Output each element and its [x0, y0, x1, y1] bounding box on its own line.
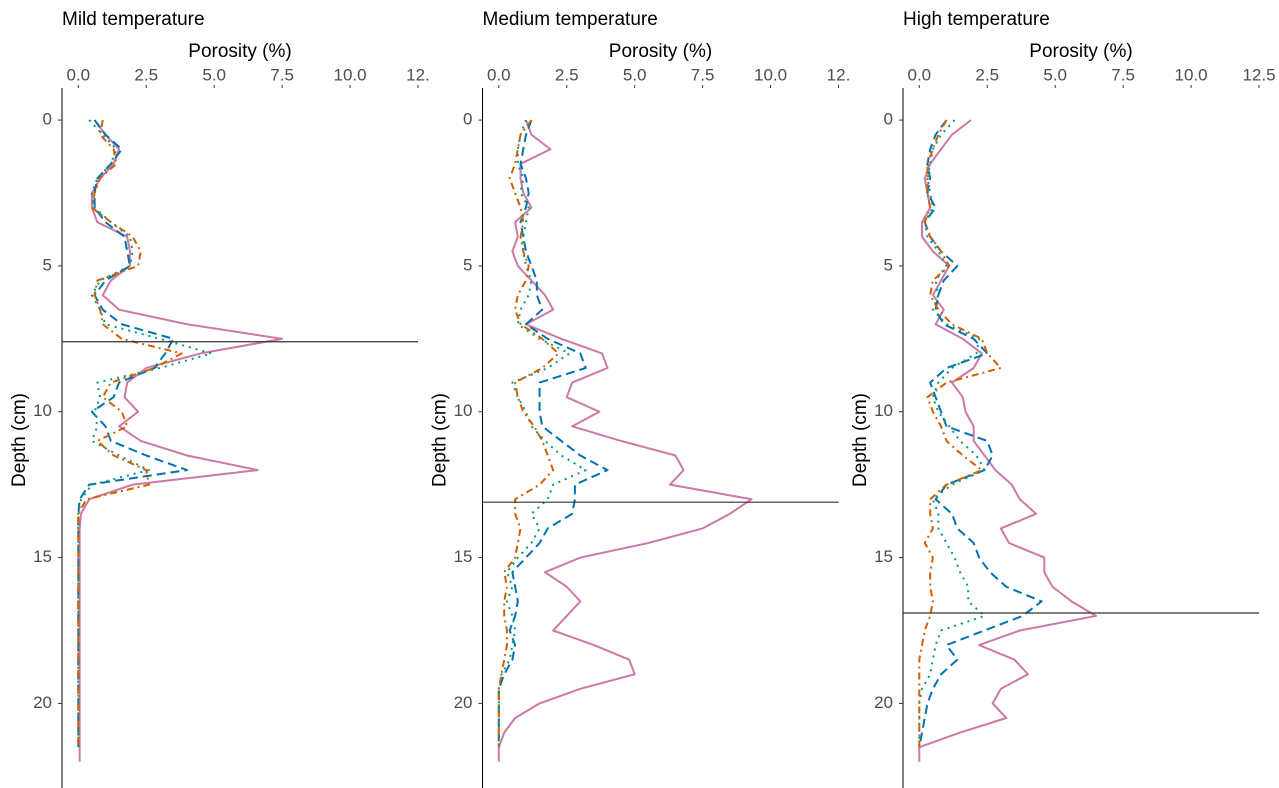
y-tick-label: 5 — [463, 255, 472, 274]
y-axis-label: Depth (cm) — [9, 393, 30, 487]
porosity-line — [918, 119, 1043, 748]
x-tick-label: 7.5 — [691, 65, 715, 84]
x-tick-label: 0.0 — [487, 65, 511, 84]
x-tick-label: 12. — [827, 65, 851, 84]
x-axis-label: Porosity (%) — [609, 41, 712, 62]
porosity-line — [497, 119, 560, 748]
y-tick-label: 5 — [884, 255, 893, 274]
porosity-line — [497, 119, 587, 748]
panel-title: High temperature — [903, 9, 1050, 30]
x-tick-label: 10.0 — [754, 65, 787, 84]
x-tick-label: 2.5 — [134, 65, 158, 84]
porosity-line — [918, 119, 1002, 748]
x-tick-label: 5.0 — [1043, 65, 1067, 84]
panel-title: Medium temperature — [483, 9, 658, 30]
y-tick-label: 10 — [454, 401, 473, 420]
x-tick-label: 5.0 — [623, 65, 647, 84]
y-axis-label: Depth (cm) — [850, 393, 871, 487]
porosity-line — [918, 119, 1097, 762]
panel-title: Mild temperature — [62, 9, 205, 30]
x-tick-label: 2.5 — [555, 65, 579, 84]
porosity-line — [497, 119, 753, 762]
y-axis-label: Depth (cm) — [430, 393, 451, 487]
x-axis-label: Porosity (%) — [188, 41, 291, 62]
x-tick-label: 5.0 — [202, 65, 226, 84]
x-tick-label: 10.0 — [334, 65, 367, 84]
x-tick-label: 7.5 — [1111, 65, 1135, 84]
y-tick-label: 10 — [33, 401, 52, 420]
x-tick-label: 10.0 — [1175, 65, 1208, 84]
y-tick-label: 20 — [33, 693, 52, 712]
porosity-line — [78, 119, 284, 762]
y-tick-label: 0 — [43, 110, 52, 129]
x-axis-label: Porosity (%) — [1029, 41, 1132, 62]
y-tick-label: 20 — [454, 693, 473, 712]
x-tick-label: 12.5 — [1242, 65, 1275, 84]
y-tick-label: 10 — [874, 401, 893, 420]
porosity-line — [497, 119, 609, 748]
y-tick-label: 15 — [33, 547, 52, 566]
x-tick-label: 7.5 — [270, 65, 294, 84]
y-tick-label: 15 — [874, 547, 893, 566]
y-tick-label: 5 — [43, 255, 52, 274]
y-tick-label: 0 — [463, 110, 472, 129]
porosity-line — [918, 119, 986, 748]
porosity-line — [77, 119, 183, 748]
y-tick-label: 20 — [874, 693, 893, 712]
x-tick-label: 12. — [406, 65, 430, 84]
y-tick-label: 0 — [884, 110, 893, 129]
x-tick-label: 0.0 — [907, 65, 931, 84]
x-tick-label: 0.0 — [66, 65, 90, 84]
x-tick-label: 2.5 — [975, 65, 999, 84]
y-tick-label: 15 — [454, 547, 473, 566]
